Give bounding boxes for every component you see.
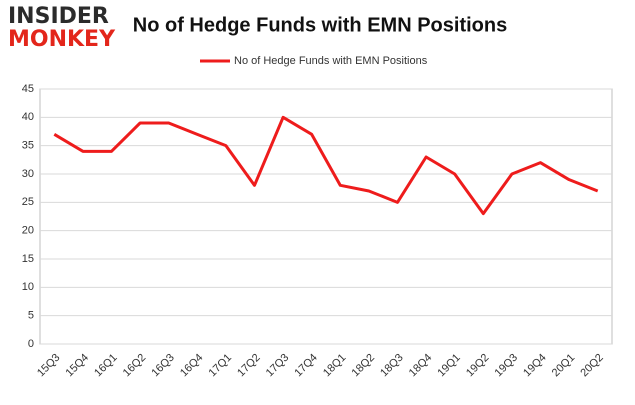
data-line: [53, 115, 599, 216]
logo-top: INSIDER: [8, 4, 109, 29]
y-tick-label: 0: [28, 338, 34, 350]
y-tick-label: 40: [22, 111, 34, 123]
y-tick-label: 35: [22, 140, 34, 152]
y-tick-label: 5: [28, 310, 34, 322]
y-tick-label: 10: [22, 281, 34, 293]
y-tick-label: 45: [22, 83, 34, 95]
chart-title: No of Hedge Funds with EMN Positions: [133, 14, 507, 36]
y-tick-label: 20: [22, 225, 34, 237]
legend-label: No of Hedge Funds with EMN Positions: [234, 55, 428, 67]
y-tick-label: 30: [22, 168, 34, 180]
y-tick-label: 15: [22, 253, 34, 265]
y-tick-label: 25: [22, 196, 34, 208]
logo-bottom: MONKEY: [8, 27, 116, 52]
